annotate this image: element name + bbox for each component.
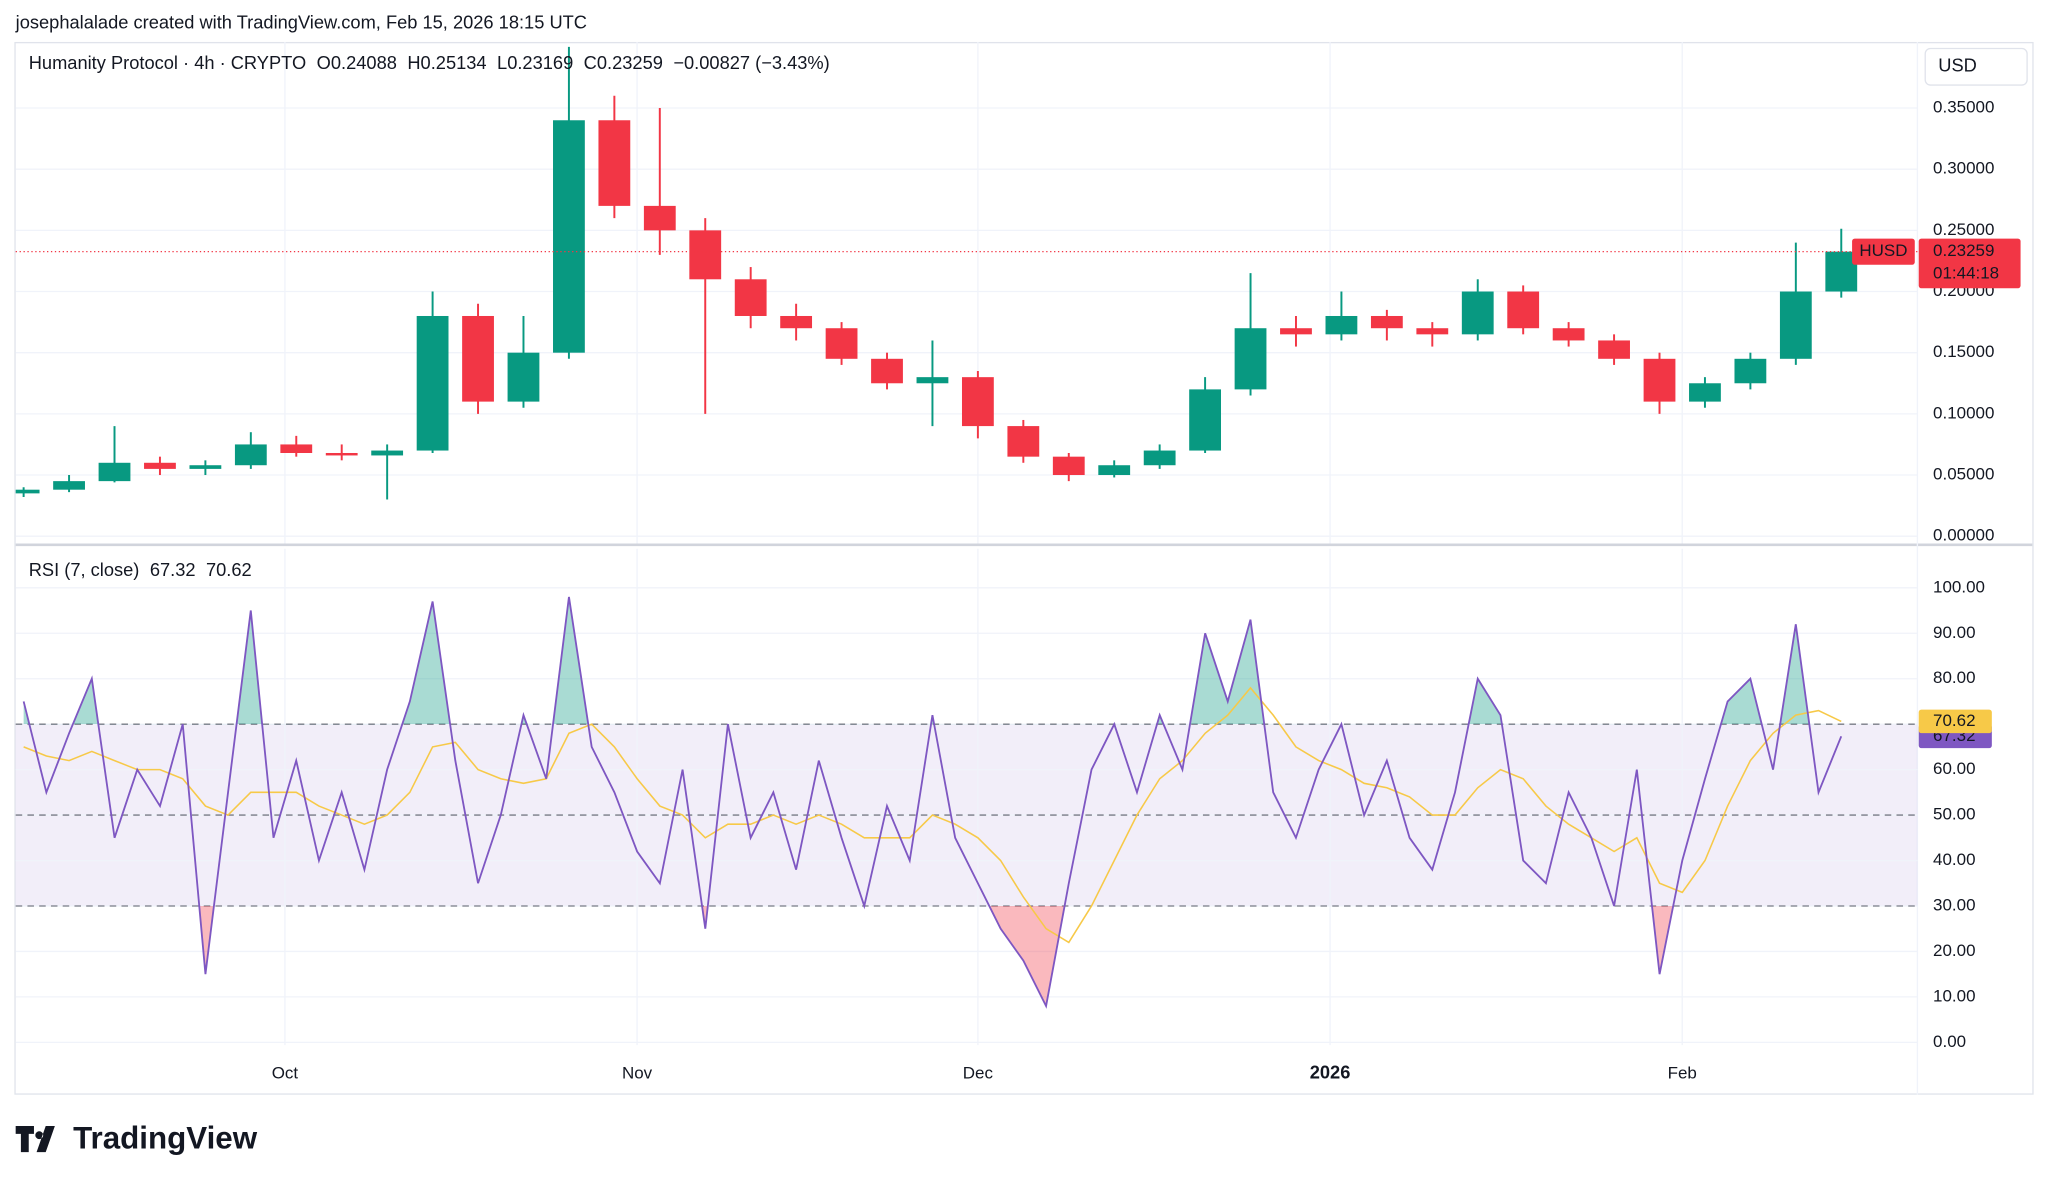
candle-body bbox=[325, 452, 358, 456]
candle-body bbox=[507, 352, 540, 402]
logo-mark bbox=[15, 1126, 55, 1153]
currency-button[interactable] bbox=[1924, 47, 2028, 86]
y-tick-label: 0.15000 bbox=[1933, 342, 1994, 361]
x-tick-label: Dec bbox=[963, 1063, 994, 1082]
candle-body bbox=[598, 120, 631, 206]
y-tick-label: 0.35000 bbox=[1933, 98, 1994, 117]
candle-body bbox=[98, 462, 131, 482]
candle-body bbox=[1052, 456, 1085, 476]
rsi-line bbox=[22, 596, 1843, 1009]
y-tick-label: 0.05000 bbox=[1933, 465, 1994, 484]
x-tick-label: Nov bbox=[622, 1063, 653, 1082]
rsi-line bbox=[23, 686, 1842, 944]
y-tick-label: 100.00 bbox=[1933, 577, 1985, 596]
ohlc-value: 0.24088 bbox=[331, 52, 397, 73]
ohlc-value: 0.23259 bbox=[597, 52, 663, 73]
candle-body bbox=[1007, 426, 1040, 457]
candle-body bbox=[734, 279, 767, 316]
candle-body bbox=[553, 120, 585, 353]
x-tick-label: Feb bbox=[1668, 1063, 1697, 1082]
y-tick-label: 0.00000 bbox=[1933, 526, 1994, 545]
attribution: josephalalade created with TradingView.c… bbox=[15, 12, 587, 33]
candle-body bbox=[234, 444, 267, 466]
y-tick-label: 20.00 bbox=[1933, 941, 1975, 960]
y-tick-label: 30.00 bbox=[1933, 895, 1975, 914]
ohlc-label: H bbox=[407, 52, 420, 73]
y-tick-label: 0.25000 bbox=[1933, 220, 1994, 239]
currency[interactable]: USD bbox=[1938, 55, 1977, 76]
candle-body bbox=[53, 481, 85, 490]
chart-title: Humanity Protocol · 4h · CRYPTO bbox=[29, 52, 306, 73]
candle-body bbox=[689, 230, 722, 280]
candle-body bbox=[371, 450, 404, 456]
candle-body bbox=[1734, 358, 1767, 384]
x-tick-label: 2026 bbox=[1310, 1062, 1351, 1083]
candle-body bbox=[1598, 340, 1630, 359]
candle-body bbox=[1507, 291, 1540, 329]
candle-body bbox=[1143, 450, 1176, 466]
y-tick-label: 0.30000 bbox=[1933, 159, 1994, 178]
symbol: HUSD bbox=[1859, 241, 1907, 260]
ohlc-value: 0.25134 bbox=[421, 52, 487, 73]
candle-body bbox=[825, 328, 858, 359]
candle-body bbox=[1189, 389, 1222, 451]
ohlc-label: O bbox=[317, 52, 331, 73]
y-tick-label: 80.00 bbox=[1933, 668, 1975, 687]
candle-body bbox=[1280, 328, 1312, 335]
candle-body bbox=[643, 205, 676, 231]
y-tick-label: 90.00 bbox=[1933, 623, 1975, 642]
y-tick-label: 50.00 bbox=[1933, 805, 1975, 824]
candle-body bbox=[144, 462, 176, 469]
labels: USD Humanity Protocol · 4h · CRYPTO O 0.24… bbox=[29, 47, 2028, 1083]
candle-body bbox=[780, 315, 813, 329]
candle-body bbox=[462, 315, 494, 402]
legend-value: 70.62 bbox=[206, 559, 252, 580]
marks bbox=[15, 46, 1918, 1009]
y-tick-label: 10.00 bbox=[1933, 986, 1975, 1005]
chart-title: RSI (7, close) bbox=[29, 559, 140, 580]
candle-body bbox=[15, 489, 40, 494]
ohlc-label: L bbox=[497, 52, 507, 73]
candle-body bbox=[1779, 291, 1812, 359]
candle-body bbox=[916, 377, 949, 384]
symbol-tag bbox=[1852, 238, 1915, 265]
candle-body bbox=[416, 315, 449, 451]
legend-value: 67.32 bbox=[150, 559, 196, 580]
candle-body bbox=[961, 377, 994, 427]
ohlc-value: 0.23169 bbox=[507, 52, 573, 73]
candle-body bbox=[1689, 383, 1721, 402]
brand-logo: TradingView bbox=[15, 1121, 258, 1156]
frame bbox=[14, 41, 2034, 1095]
candle-body bbox=[1643, 358, 1676, 402]
ohlc-label: C bbox=[584, 52, 597, 73]
candle-body bbox=[280, 444, 313, 453]
candle-body bbox=[1234, 328, 1267, 390]
y-tick-label: 60.00 bbox=[1933, 759, 1975, 778]
price-tag bbox=[1918, 238, 2021, 289]
candle-body bbox=[1552, 328, 1585, 341]
candle-body bbox=[1825, 251, 1858, 292]
candle-body bbox=[1416, 328, 1449, 335]
last-price: 0.23259 bbox=[1933, 241, 1994, 260]
candle-body bbox=[1461, 291, 1494, 335]
candles bbox=[15, 46, 1858, 500]
y-tick-label: 0.00 bbox=[1933, 1032, 1966, 1051]
candle-body bbox=[1325, 315, 1358, 335]
candle-body bbox=[871, 358, 903, 384]
grid bbox=[15, 41, 1918, 1046]
value-tag bbox=[1918, 709, 1992, 734]
change: −0.00827 (−3.43%) bbox=[673, 52, 829, 73]
candle-body bbox=[1098, 465, 1131, 476]
y-tick-label: 0.10000 bbox=[1933, 403, 1994, 422]
countdown: 01:44:18 bbox=[1933, 263, 1999, 282]
value-tag-label: 70.62 bbox=[1933, 711, 1975, 730]
x-tick-label: Oct bbox=[272, 1063, 299, 1082]
candle-body bbox=[1370, 315, 1403, 329]
candle-body bbox=[189, 465, 222, 469]
y-tick-label: 40.00 bbox=[1933, 850, 1975, 869]
brand: TradingView bbox=[73, 1121, 258, 1156]
